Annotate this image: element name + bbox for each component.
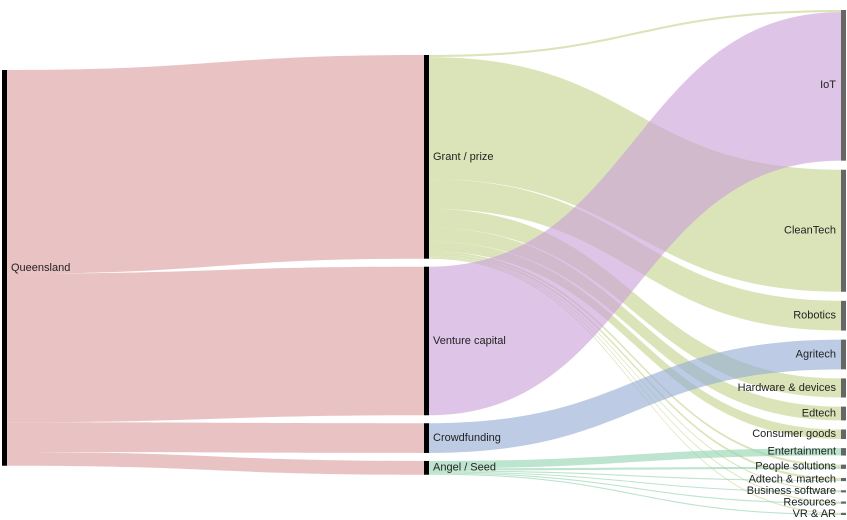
sankey-labels: Queensland Grant / prize Venture capital Cr… [11,79,837,520]
label-crowdfunding: Crowdfunding [433,432,501,444]
link-angel-seed-to-business-software[interactable] [429,471,841,493]
label-venture-capital: Venture capital [433,335,506,347]
link-angel-seed-to-vr-and-ar[interactable] [429,473,841,515]
link-angel-seed-to-people-solutions[interactable] [429,466,841,471]
link-queensland-to-crowdfunding[interactable] [7,422,424,453]
label-hardware-and-devices: Hardware & devices [738,382,837,394]
link-angel-seed-to-resources[interactable] [429,472,841,504]
link-crowdfunding-to-agritech[interactable] [429,339,841,453]
label-angel-seed: Angel / Seed [433,462,496,474]
label-business-software: Business software [747,485,836,497]
node-people-solutions[interactable] [841,464,846,469]
label-people-solutions: People solutions [755,461,836,473]
node-iot[interactable] [841,10,846,161]
link-grant-prize-to-hardware-and-devices[interactable] [429,208,841,398]
node-agritech[interactable] [841,339,846,370]
node-edtech[interactable] [841,406,846,421]
node-hardware-and-devices[interactable] [841,378,846,398]
link-grant-prize-to-adtech-and-martech[interactable] [429,253,841,481]
label-robotics: Robotics [793,310,836,322]
node-entertainment[interactable] [841,448,846,456]
link-grant-prize-to-resources[interactable] [429,256,841,503]
label-edtech: Edtech [802,407,836,419]
node-queensland[interactable] [2,70,7,466]
sankey-nodes [2,10,846,515]
link-venture-capital-to-iot[interactable] [429,12,841,416]
label-vr-and-ar: VR & AR [793,508,836,520]
link-queensland-to-grant-prize[interactable] [7,55,424,274]
label-consumer-goods: Consumer goods [752,428,836,440]
link-angel-seed-to-entertainment[interactable] [429,448,841,469]
label-adtech-and-martech: Adtech & martech [749,473,836,485]
node-resources[interactable] [841,501,846,504]
node-business-software[interactable] [841,490,846,493]
link-grant-prize-to-edtech[interactable] [429,227,841,421]
label-iot: IoT [820,79,836,91]
label-resources: Resources [783,497,836,509]
node-cleantech[interactable] [841,169,846,292]
link-queensland-to-angel-seed[interactable] [7,451,424,475]
node-consumer-goods[interactable] [841,429,846,440]
node-robotics[interactable] [841,300,846,331]
link-queensland-to-venture-capital[interactable] [7,266,424,423]
node-grant-prize[interactable] [424,55,429,259]
node-angel-seed[interactable] [424,460,429,475]
link-grant-prize-to-people-solutions[interactable] [429,251,841,467]
node-vr-and-ar[interactable] [841,512,846,515]
link-grant-prize-to-consumer-goods[interactable] [429,241,841,440]
label-entertainment: Entertainment [768,446,836,458]
label-agritech: Agritech [796,348,836,360]
node-crowdfunding[interactable] [424,423,429,453]
label-cleantech: CleanTech [784,225,836,237]
link-angel-seed-to-adtech-and-martech[interactable] [429,470,841,482]
link-grant-prize-to-business-software[interactable] [429,255,841,492]
label-queensland: Queensland [11,262,70,274]
node-adtech-and-martech[interactable] [841,477,846,482]
node-venture-capital[interactable] [424,266,429,416]
label-grant-prize: Grant / prize [433,151,494,163]
sankey-links [7,10,841,515]
link-grant-prize-to-iot[interactable] [429,10,841,58]
